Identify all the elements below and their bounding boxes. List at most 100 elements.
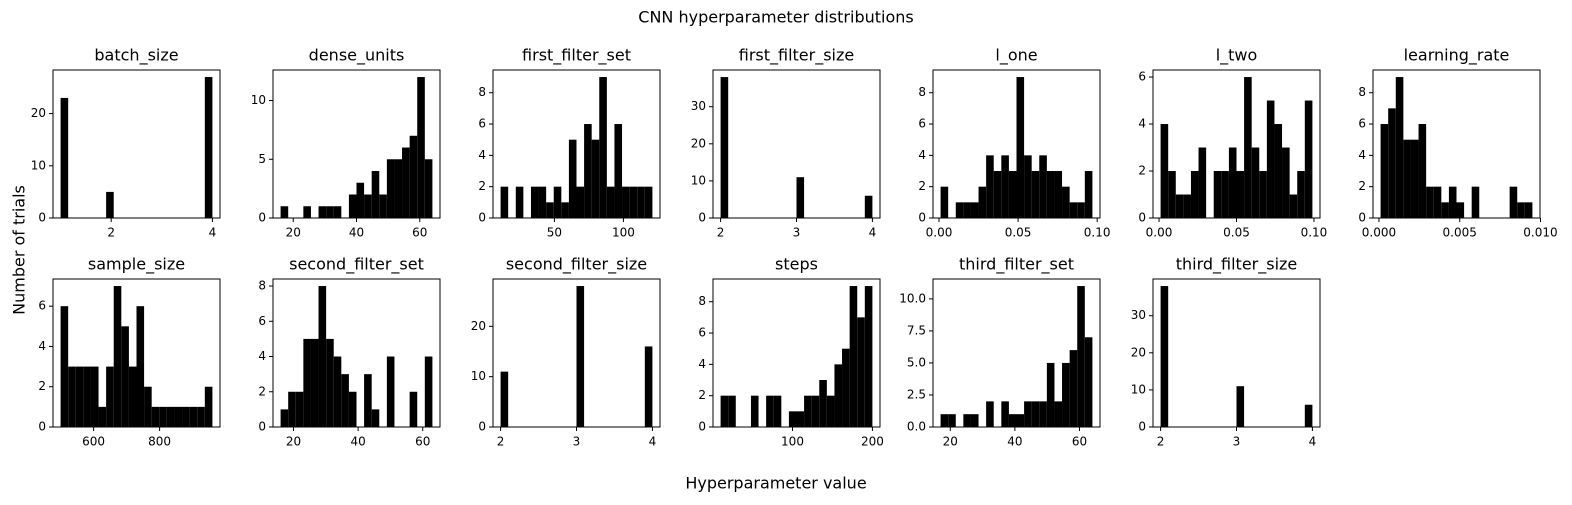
- bar: [60, 306, 69, 427]
- subplot-title: steps: [775, 255, 818, 274]
- x-tick-label: 4: [209, 226, 217, 240]
- bar: [622, 186, 630, 218]
- bar: [341, 374, 349, 427]
- x-tick-label: 20: [286, 435, 301, 449]
- bar: [1190, 171, 1199, 218]
- y-tick-label: 20: [31, 106, 46, 120]
- bar: [144, 386, 152, 427]
- bar: [864, 286, 873, 427]
- bar: [750, 395, 759, 427]
- bar: [970, 414, 979, 427]
- bar: [857, 317, 865, 427]
- bar: [98, 406, 107, 427]
- bar: [1282, 147, 1290, 218]
- y-tick-label: 4: [1138, 117, 1146, 131]
- y-tick-label: 4: [38, 339, 46, 353]
- bar: [424, 356, 433, 427]
- y-tick-label: 7.5: [907, 323, 926, 337]
- y-tick-label: 20: [691, 136, 706, 150]
- bar: [75, 366, 84, 427]
- bar: [819, 380, 827, 427]
- y-tick-label: 2.5: [907, 387, 926, 401]
- bar: [386, 159, 395, 218]
- bar: [1160, 124, 1169, 218]
- bar: [1077, 286, 1085, 427]
- bar: [500, 371, 509, 427]
- y-tick-label: 20: [1131, 345, 1146, 359]
- bar: [1221, 171, 1229, 218]
- bar: [1448, 186, 1457, 218]
- bar: [371, 171, 380, 218]
- y-tick-label: 5: [258, 152, 266, 166]
- x-tick-label: 100: [781, 435, 804, 449]
- bar: [1509, 186, 1518, 218]
- bar: [720, 77, 729, 218]
- y-tick-label: 6: [478, 117, 486, 131]
- x-tick-label: 40: [1007, 435, 1022, 449]
- bar: [136, 306, 145, 427]
- x-tick-label: 2: [497, 435, 505, 449]
- bar: [106, 191, 114, 218]
- bar: [1001, 401, 1009, 427]
- subplot: 0.00 0.05 0.10 0 2 4 6 l_two: [1138, 46, 1327, 240]
- y-tick-label: 4: [478, 148, 486, 162]
- subplot-title: l_one: [995, 46, 1037, 66]
- y-tick-label: 6: [1358, 117, 1366, 131]
- x-tick-label: 2: [717, 226, 725, 240]
- bar: [1259, 171, 1267, 218]
- subplot: 20 40 60 0 5 10 dense_units: [251, 46, 441, 240]
- bar: [1084, 337, 1093, 427]
- bar: [538, 186, 547, 218]
- bar: [561, 202, 569, 218]
- bar: [1289, 194, 1298, 218]
- bar: [1251, 147, 1260, 218]
- axes-frame: [932, 278, 1101, 428]
- bar: [1471, 186, 1480, 218]
- y-tick-label: 2: [1358, 179, 1366, 193]
- bar: [1418, 124, 1427, 218]
- bar: [1517, 202, 1525, 218]
- x-tick-label: 40: [349, 226, 364, 240]
- bar: [333, 356, 342, 427]
- bar: [356, 182, 365, 218]
- bar: [424, 159, 433, 218]
- subplot-title: batch_size: [94, 46, 178, 66]
- axes-frame: [712, 278, 881, 428]
- subplot: 20 40 60 0 2 4 6 8 second_filter_set: [258, 255, 441, 449]
- y-tick-label: 10: [251, 93, 266, 107]
- bar: [1046, 171, 1055, 218]
- y-tick-label: 8: [1358, 85, 1366, 99]
- axes-frame: [1372, 69, 1541, 219]
- y-tick-label: 0: [1138, 211, 1146, 225]
- subplot-title: sample_size: [88, 255, 185, 275]
- bar: [1175, 194, 1184, 218]
- bar: [295, 391, 304, 427]
- bar: [379, 194, 387, 218]
- bar: [940, 186, 949, 218]
- bar: [1433, 186, 1442, 218]
- bar: [1054, 171, 1063, 218]
- bar: [796, 411, 805, 427]
- bar: [159, 406, 167, 427]
- x-tick-label: 3: [793, 226, 801, 240]
- bar: [1031, 401, 1040, 427]
- axes-frame: [52, 278, 221, 428]
- bar: [318, 206, 327, 218]
- bar: [1031, 171, 1040, 218]
- subplot: 2 3 4 0 10 20 second_filter_size: [471, 255, 661, 449]
- subplot: 50 100 0 2 4 6 8 first_filter_set: [478, 46, 661, 240]
- bar: [1456, 202, 1465, 218]
- bar: [371, 409, 380, 427]
- y-tick-label: 0: [258, 420, 266, 434]
- bar: [1001, 155, 1009, 218]
- bar: [1016, 414, 1025, 427]
- bar: [364, 374, 372, 427]
- y-tick-label: 30: [1131, 308, 1146, 322]
- bar: [409, 391, 418, 427]
- bar: [1274, 124, 1283, 218]
- y-tick-label: 2: [478, 179, 486, 193]
- bar: [728, 395, 736, 427]
- bar: [288, 391, 296, 427]
- subplot: 2 4 0 10 20 batch_size: [31, 46, 221, 240]
- bar: [1024, 401, 1032, 427]
